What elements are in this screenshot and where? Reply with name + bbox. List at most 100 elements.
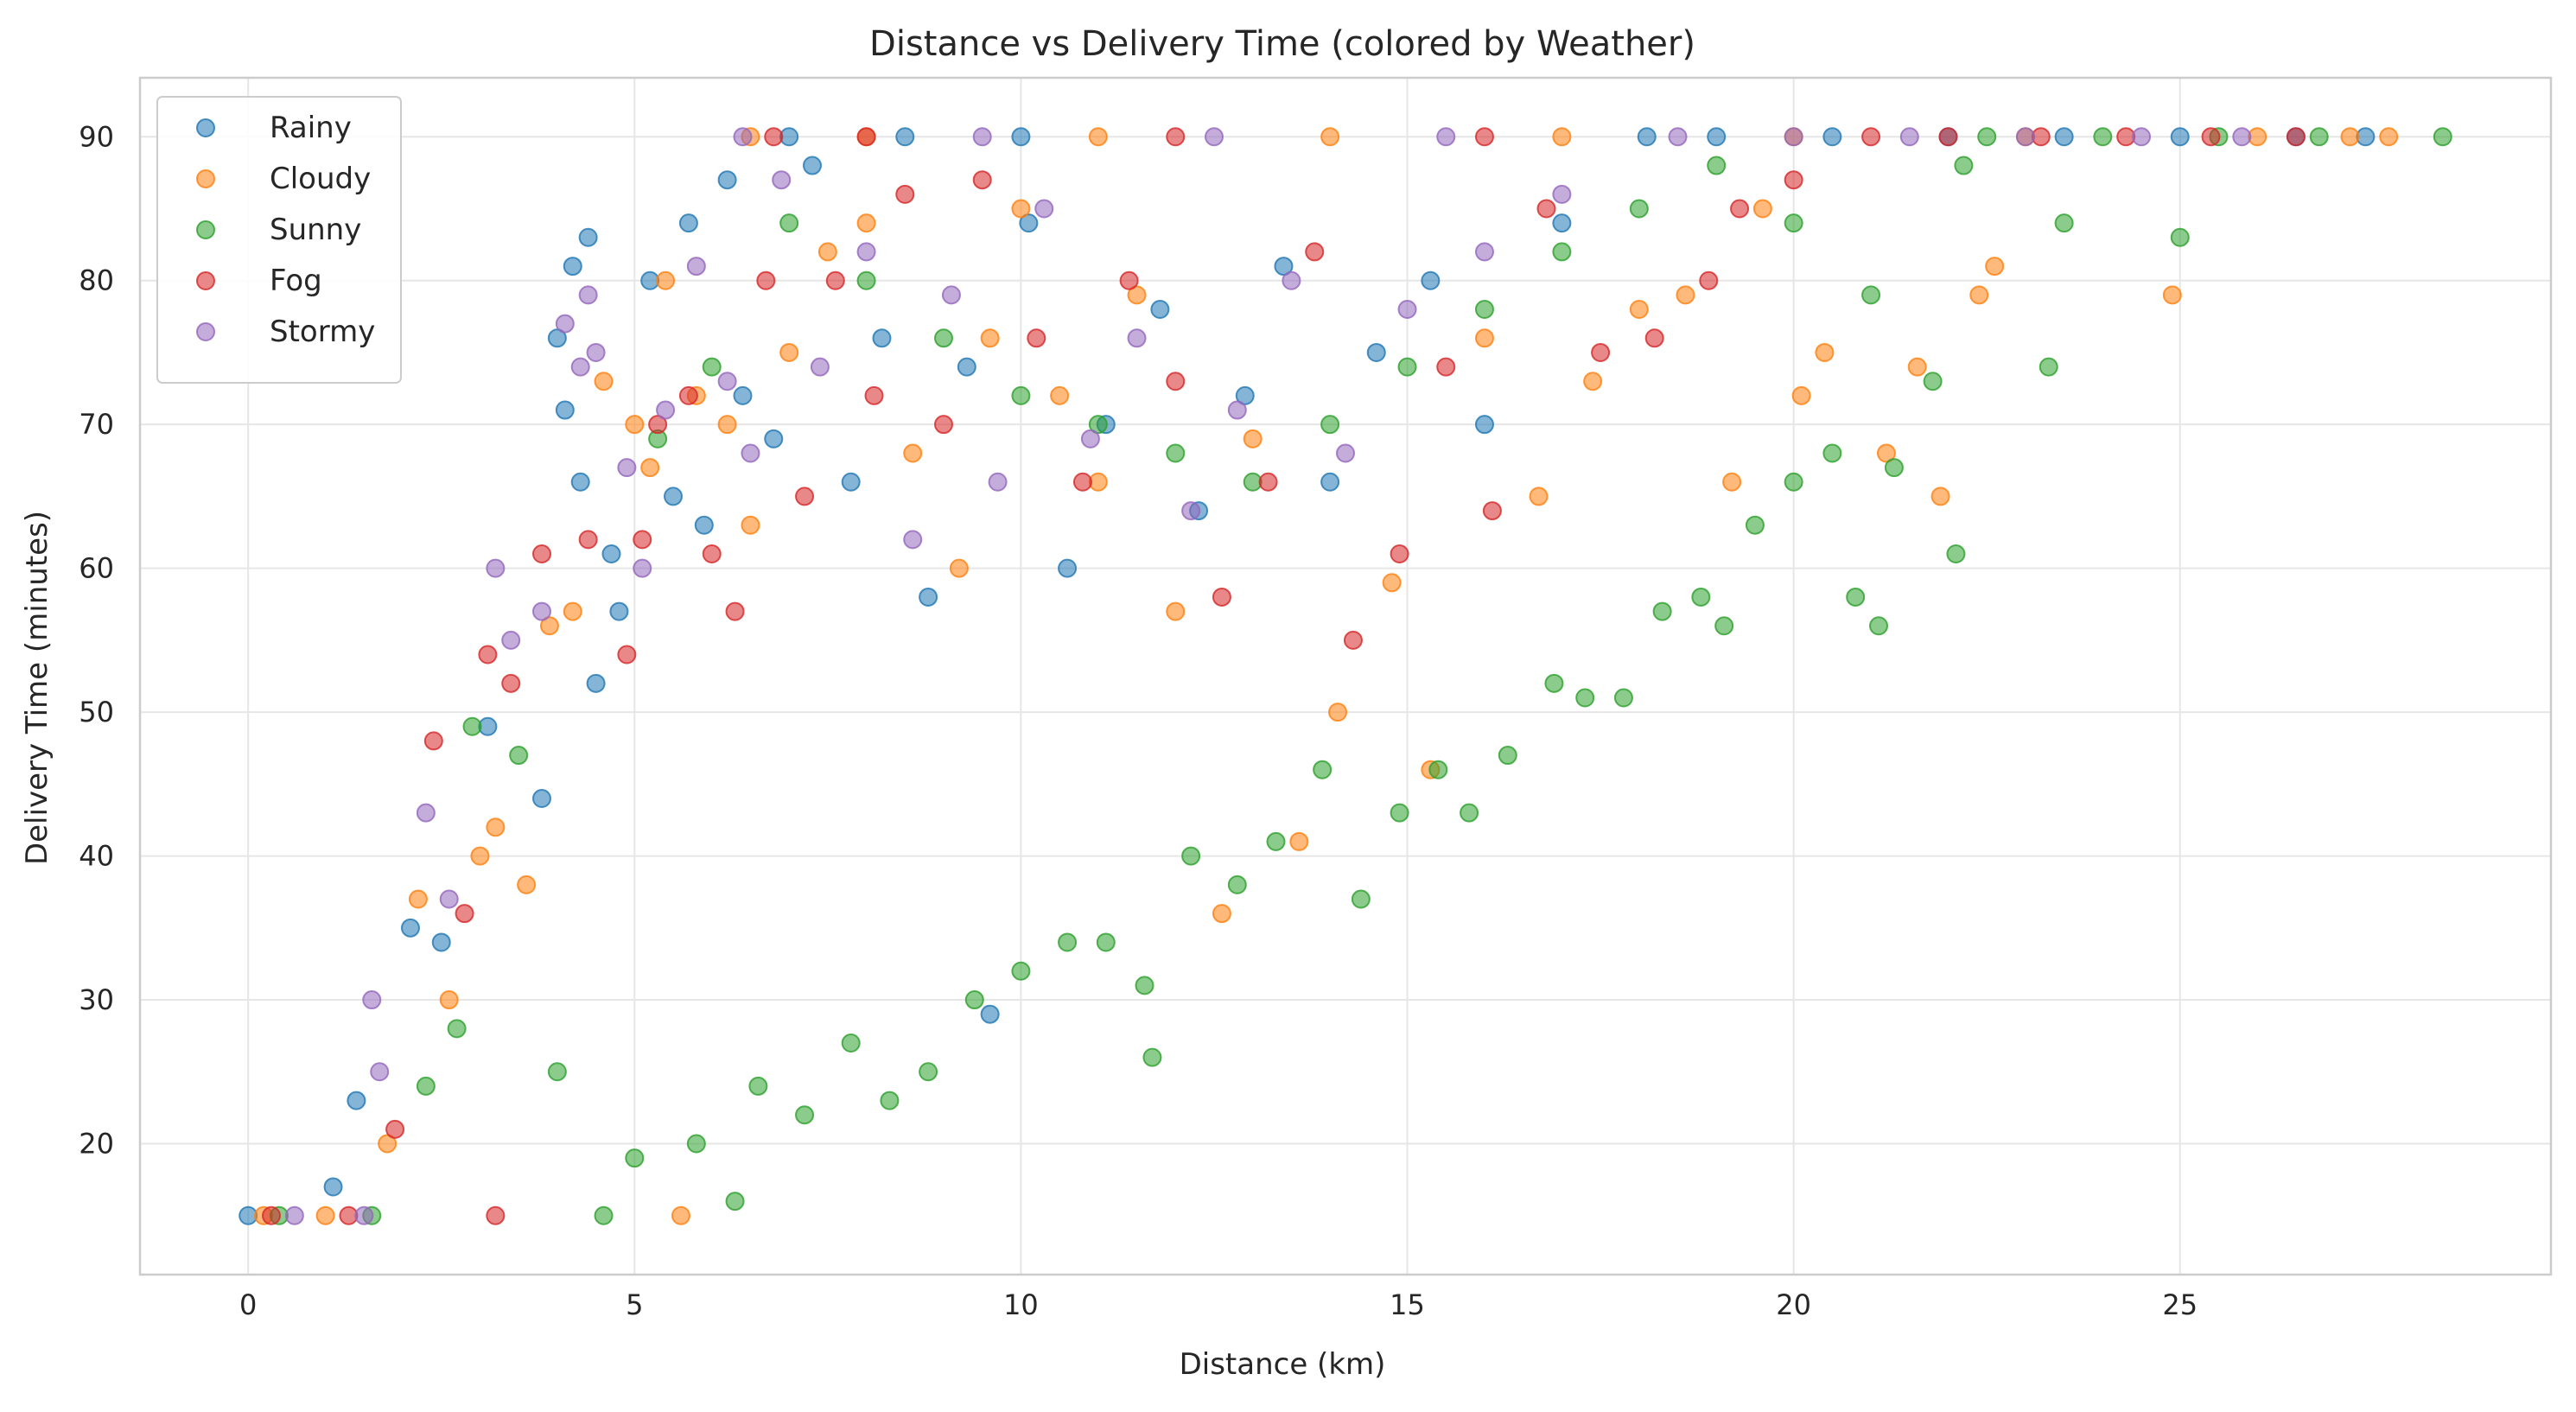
data-point xyxy=(1166,372,1186,391)
x-tick-label: 25 xyxy=(2162,1288,2198,1321)
data-point xyxy=(532,788,551,808)
data-point xyxy=(1011,385,1031,405)
data-point xyxy=(439,889,459,909)
data-point xyxy=(455,904,474,924)
data-point xyxy=(795,1105,815,1125)
data-point xyxy=(1707,156,1727,175)
data-point xyxy=(2132,127,2152,147)
data-point xyxy=(1421,270,1441,290)
data-point xyxy=(864,385,884,405)
data-point xyxy=(1474,415,1494,435)
data-point xyxy=(779,213,799,233)
data-point xyxy=(2433,127,2452,147)
data-point xyxy=(2170,227,2190,247)
data-point xyxy=(1050,385,1070,405)
data-point xyxy=(779,342,799,362)
data-point xyxy=(1289,831,1309,851)
data-point xyxy=(686,1134,706,1154)
y-tick-label: 40 xyxy=(79,840,114,873)
data-point xyxy=(501,630,521,650)
y-tick-label: 20 xyxy=(79,1128,114,1161)
data-point xyxy=(1080,429,1100,448)
data-point xyxy=(1668,127,1688,147)
data-point xyxy=(1058,558,1078,578)
data-point xyxy=(1227,400,1247,420)
data-point xyxy=(1474,127,1494,147)
series-stormy xyxy=(284,127,2252,1225)
data-point xyxy=(555,400,575,420)
data-point xyxy=(262,1205,282,1225)
data-point xyxy=(478,645,498,665)
data-point xyxy=(462,716,482,736)
data-point xyxy=(617,645,637,665)
data-point xyxy=(1861,127,1881,147)
data-point xyxy=(1652,601,1672,621)
data-point xyxy=(1382,573,1402,593)
data-point xyxy=(408,889,428,909)
data-point xyxy=(601,544,621,564)
data-point xyxy=(594,372,614,391)
data-point xyxy=(532,601,551,621)
data-point xyxy=(1127,285,1147,305)
data-point xyxy=(817,242,837,262)
data-point xyxy=(400,918,420,938)
data-point xyxy=(1397,300,1417,320)
data-point xyxy=(1822,443,1842,463)
data-point xyxy=(972,127,992,147)
y-tick-label: 70 xyxy=(79,408,114,441)
data-point xyxy=(2379,127,2399,147)
data-point xyxy=(903,530,923,550)
data-point xyxy=(725,601,745,621)
data-point xyxy=(1784,472,1803,492)
data-point xyxy=(671,1205,690,1225)
data-point xyxy=(733,385,753,405)
data-point xyxy=(539,616,559,636)
data-point xyxy=(1166,443,1186,463)
data-point xyxy=(1088,127,1108,147)
data-point xyxy=(656,270,676,290)
data-point xyxy=(2162,285,2182,305)
data-point xyxy=(934,328,953,348)
data-point xyxy=(486,1205,506,1225)
data-point xyxy=(1822,127,1842,147)
data-point xyxy=(656,400,676,420)
y-tick-label: 50 xyxy=(79,696,114,728)
data-point xyxy=(509,746,529,766)
data-point xyxy=(1011,127,1031,147)
data-point xyxy=(702,544,722,564)
data-point xyxy=(1884,458,1904,478)
data-point xyxy=(431,932,451,952)
data-point xyxy=(2054,127,2074,147)
data-point xyxy=(1011,199,1031,219)
legend-marker xyxy=(196,169,215,188)
data-point xyxy=(764,429,784,448)
data-point xyxy=(2340,127,2360,147)
legend-marker xyxy=(196,118,215,137)
data-point xyxy=(1784,127,1803,147)
data-point xyxy=(880,1091,900,1110)
data-point xyxy=(1351,889,1371,909)
data-point xyxy=(532,544,551,564)
data-point xyxy=(1575,688,1595,708)
data-point xyxy=(1923,372,1943,391)
x-tick-label: 10 xyxy=(1003,1288,1039,1321)
data-point xyxy=(1784,213,1803,233)
plot-frame xyxy=(138,76,2553,1276)
data-point xyxy=(563,257,582,277)
x-axis-label: Distance (km) xyxy=(1180,1347,1386,1382)
series-cloudy xyxy=(254,127,2399,1225)
data-point xyxy=(733,127,753,147)
data-point xyxy=(1815,342,1835,362)
data-point xyxy=(934,415,953,435)
data-point xyxy=(1127,328,1147,348)
data-point xyxy=(686,257,706,277)
data-point xyxy=(1552,184,1572,204)
data-point xyxy=(586,673,606,693)
data-point xyxy=(802,156,822,175)
x-tick-label: 20 xyxy=(1776,1288,1811,1321)
legend: Rainy Cloudy Sunny Fog Stormy xyxy=(156,96,402,384)
data-point xyxy=(1644,328,1664,348)
data-point xyxy=(555,314,575,334)
data-point xyxy=(633,558,652,578)
data-point xyxy=(764,127,784,147)
